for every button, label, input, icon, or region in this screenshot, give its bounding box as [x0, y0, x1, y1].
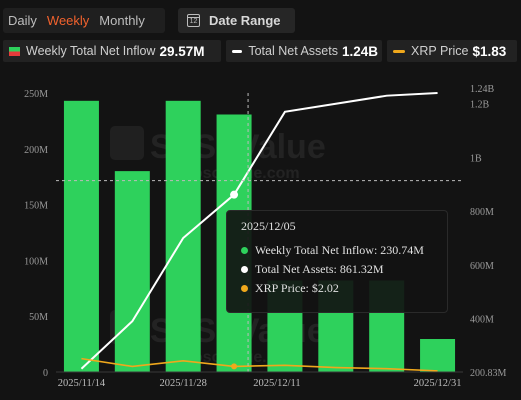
bar-weekly-net-inflow: [63, 100, 99, 372]
left-tick-label: 250M: [24, 89, 48, 100]
legend-value: 1.24B: [341, 43, 378, 59]
interval-tabs: Daily Weekly Monthly: [3, 8, 165, 33]
legend-xrp-price[interactable]: XRP Price $1.83: [387, 40, 517, 62]
right-tick-label: 1B: [470, 153, 482, 164]
inflow-dot-icon: [241, 247, 248, 254]
tab-monthly[interactable]: Monthly: [99, 13, 145, 28]
axes-group: 0 50M 100M 150M 200M 250M 200.83M 400M 600M 800M 1…: [24, 84, 506, 389]
legend-value: $1.83: [472, 43, 507, 59]
left-tick-label: 0: [43, 368, 48, 379]
left-tick-label: 200M: [24, 145, 48, 156]
right-tick-label: 1.24B: [470, 84, 495, 95]
right-tick-label: 400M: [470, 315, 494, 326]
tab-daily[interactable]: Daily: [8, 13, 37, 28]
x-tick-label: 2025/11/28: [159, 378, 206, 389]
tooltip-label: Total Net Assets:: [255, 262, 337, 276]
legend-name: Total Net Assets: [248, 44, 338, 58]
bar-weekly-net-inflow: [114, 171, 150, 372]
left-tick-label: 50M: [29, 312, 48, 323]
bar-weekly-net-inflow: [420, 338, 456, 372]
point-total-net-assets: [230, 190, 239, 199]
tooltip-row-assets: Total Net Assets: 861.32M: [241, 260, 433, 279]
tooltip-label: Weekly Total Net Inflow:: [255, 243, 378, 257]
tooltip-row-inflow: Weekly Total Net Inflow: 230.74M: [241, 241, 433, 260]
price-dot-icon: [241, 285, 248, 292]
right-tick-label: 600M: [470, 261, 494, 272]
watermark-logo-icon: [110, 126, 144, 160]
right-tick-label: 200.83M: [470, 368, 507, 379]
line-total-net-assets: [80, 92, 438, 370]
left-tick-label: 100M: [24, 256, 48, 267]
line-xrp-price: [81, 357, 438, 372]
right-tick-label: 800M: [470, 207, 494, 218]
tooltip-row-price: XRP Price: $2.02: [241, 279, 433, 298]
tooltip-label: XRP Price:: [255, 281, 309, 295]
tooltip-value: 861.32M: [339, 262, 384, 276]
legend-weekly-net-inflow[interactable]: Weekly Total Net Inflow 29.57M: [3, 40, 221, 62]
tooltip-value: $2.02: [311, 281, 339, 295]
tooltip-date: 2025/12/05: [241, 219, 296, 233]
legend-name: XRP Price: [411, 44, 469, 58]
legend-total-net-assets[interactable]: Total Net Assets 1.24B: [226, 40, 382, 62]
calendar-icon: 12: [187, 14, 200, 27]
point-xrp-price: [231, 363, 238, 370]
x-tick-label: 2025/12/11: [253, 378, 300, 389]
tab-weekly[interactable]: Weekly: [46, 13, 90, 28]
assets-swatch-icon: [232, 49, 243, 53]
inflow-swatch-icon: [9, 46, 20, 56]
x-tick-label: 2025/12/31: [414, 378, 462, 389]
legend-name: Weekly Total Net Inflow: [26, 44, 156, 58]
left-tick-label: 150M: [24, 201, 48, 212]
chart-tooltip: 2025/12/05 Weekly Total Net Inflow: 230.…: [226, 210, 448, 313]
x-tick-label: 2025/11/14: [58, 378, 106, 389]
bar-weekly-net-inflow: [165, 100, 201, 372]
assets-dot-icon: [241, 266, 248, 273]
right-tick-label: 1.2B: [470, 100, 490, 111]
tooltip-value: 230.74M: [380, 243, 424, 257]
date-range-button[interactable]: 12 Date Range: [178, 8, 295, 33]
legend-value: 29.57M: [159, 43, 205, 59]
date-range-label: Date Range: [209, 13, 281, 28]
price-swatch-icon: [393, 49, 405, 53]
